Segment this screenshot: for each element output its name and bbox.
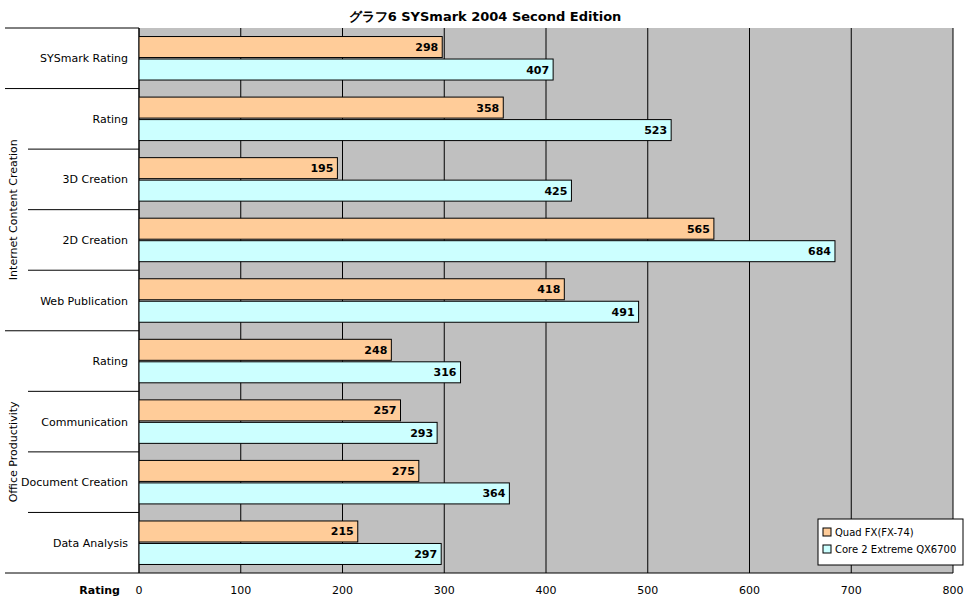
axis-line bbox=[139, 573, 953, 574]
bar bbox=[139, 339, 391, 360]
category-label: SYSmark Rating bbox=[40, 52, 128, 65]
axis-label: Rating bbox=[79, 584, 120, 597]
tick-label: 800 bbox=[943, 584, 964, 597]
background bbox=[0, 0, 970, 604]
data-label: 248 bbox=[364, 344, 387, 357]
legend-box bbox=[818, 519, 963, 565]
data-label: 418 bbox=[537, 283, 560, 296]
grid-line bbox=[546, 28, 547, 573]
data-label: 195 bbox=[310, 162, 333, 175]
bar bbox=[139, 180, 571, 201]
bar bbox=[139, 97, 503, 118]
category-separator bbox=[5, 28, 139, 29]
legend-swatch bbox=[823, 528, 831, 536]
category-label: Web Publication bbox=[40, 295, 128, 308]
bar bbox=[139, 460, 419, 481]
data-label: 491 bbox=[612, 306, 635, 319]
group-label: Office Productivity bbox=[7, 401, 20, 502]
grid-line bbox=[953, 28, 954, 573]
category-separator bbox=[28, 391, 139, 392]
category-label: Document Creation bbox=[21, 476, 128, 489]
tick-label: 200 bbox=[332, 584, 353, 597]
tick-label: 300 bbox=[434, 584, 455, 597]
data-label: 565 bbox=[687, 223, 710, 236]
grid-line bbox=[647, 28, 648, 573]
category-separator bbox=[28, 512, 139, 513]
bar bbox=[139, 301, 639, 322]
tick-label: 100 bbox=[230, 584, 251, 597]
legend: Quad FX(FX-74) Core 2 Extreme QX6700 bbox=[818, 519, 963, 565]
data-label: 297 bbox=[414, 548, 437, 561]
category-separator bbox=[28, 270, 139, 271]
title: グラフ6 SYSmark 2004 Second Edition bbox=[349, 9, 622, 24]
bar bbox=[139, 241, 835, 262]
category-separator bbox=[5, 88, 139, 89]
tick-label: 600 bbox=[739, 584, 760, 597]
data-label: 358 bbox=[476, 102, 499, 115]
bar bbox=[139, 422, 437, 443]
category-label: Rating bbox=[93, 113, 128, 126]
grid-line bbox=[749, 28, 750, 573]
bar bbox=[139, 279, 564, 300]
data-label: 275 bbox=[392, 465, 415, 478]
category-separator bbox=[28, 149, 139, 150]
bar bbox=[139, 59, 553, 80]
data-label: 316 bbox=[434, 366, 457, 379]
category-label: Rating bbox=[93, 355, 128, 368]
data-label: 298 bbox=[415, 41, 438, 54]
category-separator bbox=[28, 451, 139, 452]
tick-label: 0 bbox=[136, 584, 143, 597]
category-separator bbox=[5, 573, 139, 574]
data-label: 684 bbox=[808, 245, 831, 258]
category-separator bbox=[28, 209, 139, 210]
category-label: Communication bbox=[41, 416, 128, 429]
bar bbox=[139, 400, 400, 421]
data-label: 257 bbox=[374, 404, 397, 417]
bar bbox=[139, 218, 714, 239]
bar bbox=[139, 158, 337, 179]
bars bbox=[139, 37, 835, 565]
legend-swatch bbox=[823, 545, 831, 553]
grid-line bbox=[851, 28, 852, 573]
tick-label: 500 bbox=[637, 584, 658, 597]
data-label: 215 bbox=[331, 525, 354, 538]
bar bbox=[139, 120, 671, 141]
category-label: 2D Creation bbox=[62, 234, 128, 247]
data-label: 523 bbox=[644, 124, 667, 137]
data-label: 425 bbox=[544, 185, 567, 198]
plot-area bbox=[139, 28, 953, 573]
category-separator bbox=[5, 330, 139, 331]
bar bbox=[139, 362, 461, 383]
bar bbox=[139, 37, 442, 58]
tick-label: 400 bbox=[536, 584, 557, 597]
data-labels: 298 358 195 565 418 248 257 275 215 407 523 425 684 4… bbox=[310, 41, 831, 561]
legend-label: Quad FX(FX-74) bbox=[835, 527, 914, 538]
bar bbox=[139, 483, 509, 504]
data-label: 364 bbox=[482, 487, 505, 500]
group-label: Internet Content Creation bbox=[7, 139, 20, 280]
bar bbox=[139, 521, 358, 542]
chart: 0 100 200 300 400 500 600 700 800 Rating グラフ6 SYSm… bbox=[0, 0, 970, 604]
category-label: Data Analysis bbox=[53, 537, 128, 550]
bar bbox=[139, 543, 441, 564]
legend-label: Core 2 Extreme QX6700 bbox=[835, 544, 956, 555]
data-label: 407 bbox=[526, 64, 549, 77]
data-label: 293 bbox=[410, 427, 433, 440]
category-label: 3D Creation bbox=[62, 173, 128, 186]
tick-label: 700 bbox=[841, 584, 862, 597]
